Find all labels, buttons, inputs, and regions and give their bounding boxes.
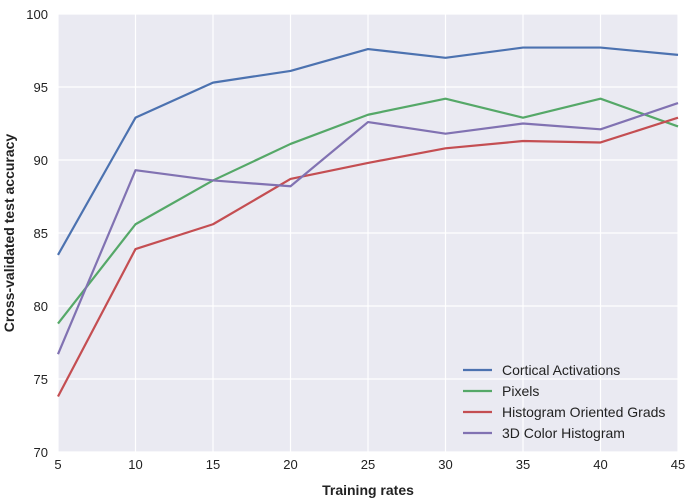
y-axis-ticks: 70 75 80 85 90 95 100	[26, 7, 48, 460]
legend-label: Cortical Activations	[502, 362, 620, 378]
y-tick-label: 90	[34, 153, 48, 168]
grid-lines	[57, 13, 679, 453]
x-tick-label: 30	[438, 457, 452, 472]
x-tick-label: 20	[283, 457, 297, 472]
y-tick-label: 95	[34, 80, 48, 95]
x-axis-label: Training rates	[322, 482, 414, 498]
legend-label: Pixels	[502, 383, 539, 399]
y-tick-label: 75	[34, 372, 48, 387]
x-tick-label: 35	[516, 457, 530, 472]
legend-label: 3D Color Histogram	[502, 425, 625, 441]
y-tick-label: 70	[34, 445, 48, 460]
x-axis-ticks: 5 10 15 20 25 30 35 40 45	[54, 457, 685, 472]
x-tick-label: 15	[206, 457, 220, 472]
y-axis-label: Cross-validated test accuracy	[1, 134, 17, 333]
x-tick-label: 45	[671, 457, 685, 472]
y-tick-label: 100	[26, 7, 48, 22]
series-line-2	[57, 116, 679, 398]
series-line-3	[56, 102, 679, 355]
legend: Cortical Activations Pixels Histogram Orie…	[463, 362, 665, 441]
y-tick-label: 85	[34, 226, 48, 241]
x-tick-label: 25	[361, 457, 375, 472]
x-tick-label: 40	[593, 457, 607, 472]
x-tick-label: 10	[128, 457, 142, 472]
series-lines	[56, 46, 679, 398]
x-tick-label: 5	[54, 457, 61, 472]
legend-label: Histogram Oriented Grads	[502, 404, 665, 420]
y-tick-label: 80	[34, 299, 48, 314]
series-line-1	[57, 97, 679, 325]
series-line-0	[57, 46, 679, 256]
